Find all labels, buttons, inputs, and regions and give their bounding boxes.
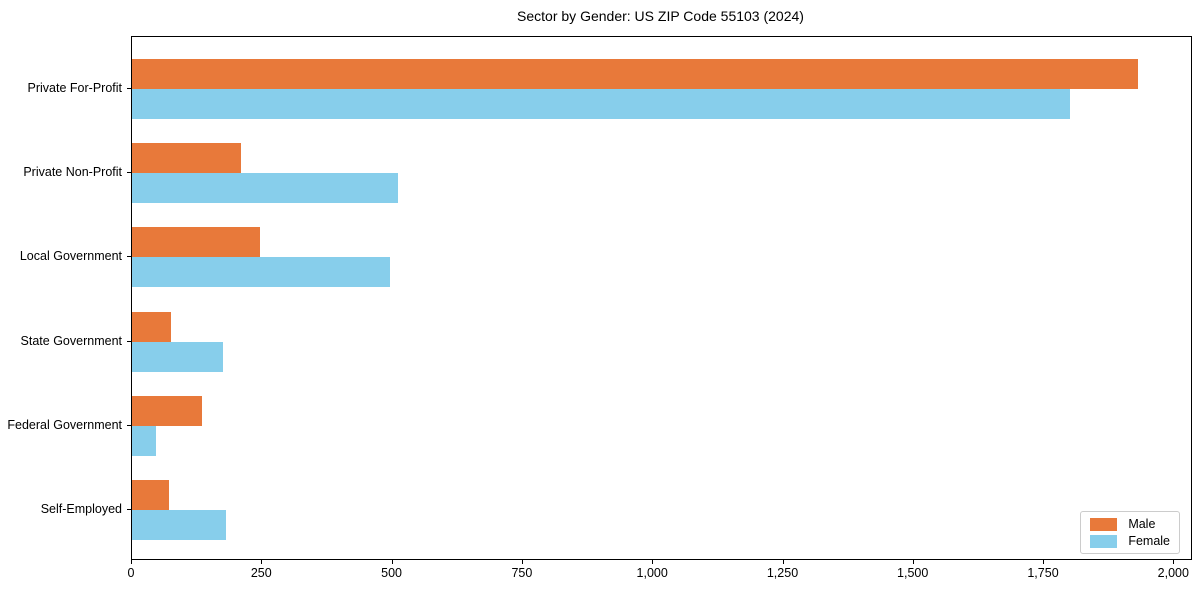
- bar-male-private-non-profit: [132, 143, 242, 174]
- xtick-label-1000: 1,000: [636, 566, 668, 580]
- ytick-label-state-government: State Government: [20, 333, 122, 348]
- ytick-label-self-employed: Self-Employed: [40, 502, 122, 516]
- xtick-mark: [131, 560, 132, 564]
- xtick-label-250: 250: [250, 566, 272, 580]
- plot-area: Male Female: [131, 36, 1192, 560]
- legend-row-female: Female: [1090, 534, 1170, 548]
- xtick-mark: [391, 560, 393, 564]
- ytick-mark: [127, 88, 131, 89]
- ytick-label-private-for-profit: Private For-Profit: [27, 81, 122, 95]
- ytick-label-local-government: Local Government: [19, 249, 122, 264]
- xtick-mark: [912, 560, 914, 564]
- legend-label-male: Male: [1128, 517, 1156, 531]
- legend-swatch-male: [1090, 517, 1118, 531]
- ytick-label-federal-government: Federal Government: [7, 417, 122, 432]
- bar-female-private-for-profit: [132, 89, 1071, 119]
- legend-swatch-female: [1090, 534, 1118, 548]
- bar-female-federal-government: [132, 425, 156, 456]
- ytick-mark: [127, 424, 131, 426]
- ytick-mark: [127, 509, 131, 510]
- bar-female-local-government: [132, 257, 390, 288]
- ytick-mark: [127, 340, 131, 342]
- xtick-mark: [261, 560, 263, 564]
- xtick-mark: [782, 560, 784, 564]
- xtick-label-2000: 2,000: [1157, 566, 1189, 580]
- legend-row-male: Male: [1090, 517, 1170, 531]
- xtick-label-500: 500: [381, 566, 403, 580]
- xtick-mark: [1043, 560, 1044, 564]
- bar-male-self-employed: [132, 480, 169, 510]
- chart-title: Sector by Gender: US ZIP Code 55103 (202…: [517, 8, 804, 24]
- bar-female-self-employed: [132, 510, 226, 540]
- bar-female-state-government: [132, 341, 224, 372]
- xtick-mark: [652, 560, 654, 564]
- ytick-label-private-non-profit: Private Non-Profit: [23, 165, 122, 180]
- xtick-label-1500: 1,500: [897, 566, 929, 580]
- bar-male-private-for-profit: [132, 59, 1138, 89]
- ytick-mark: [127, 256, 131, 258]
- ytick-mark: [127, 172, 131, 174]
- xtick-label-750: 750: [511, 566, 533, 580]
- bar-male-federal-government: [132, 395, 203, 426]
- legend-label-female: Female: [1128, 534, 1170, 548]
- xtick-label-0: 0: [127, 566, 135, 580]
- legend: Male Female: [1080, 511, 1180, 554]
- bar-male-state-government: [132, 311, 172, 342]
- xtick-label-1750: 1,750: [1027, 566, 1059, 580]
- bar-male-local-government: [132, 227, 260, 258]
- xtick-mark: [521, 560, 523, 564]
- xtick-label-1250: 1,250: [766, 566, 799, 580]
- xtick-mark: [1173, 560, 1175, 564]
- bar-female-private-non-profit: [132, 173, 398, 204]
